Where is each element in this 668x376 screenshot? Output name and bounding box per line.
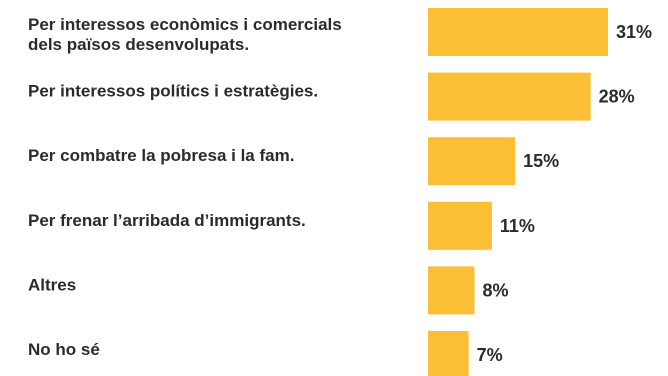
category-label-5-line-0: No ho sé — [28, 340, 100, 359]
bar-1 — [428, 72, 591, 121]
value-label-4: 8% — [482, 280, 508, 300]
bar-4 — [428, 266, 475, 315]
bar-3 — [428, 201, 492, 250]
value-label-5: 7% — [477, 345, 503, 365]
category-label-2-line-0: Per combatre la pobresa i la fam. — [28, 146, 294, 165]
category-label-4-line-0: Altres — [28, 275, 76, 294]
category-label-0-line-0: Per interessos econòmics i comercials — [28, 15, 342, 34]
category-label-5: No ho sé — [28, 340, 100, 359]
category-label-4: Altres — [28, 275, 76, 294]
value-label-2: 15% — [523, 151, 559, 171]
category-label-0: Per interessos econòmics i comercials del… — [28, 15, 342, 54]
value-label-1: 28% — [599, 87, 635, 107]
bar-5 — [428, 331, 469, 376]
category-label-3: Per frenar l’arribada d’immigrants. — [28, 211, 306, 230]
bar-0 — [428, 8, 608, 56]
bar-2 — [428, 137, 516, 186]
category-label-0-line-1: dels països desenvolupats. — [28, 35, 249, 54]
category-label-1-line-0: Per interessos polítics i estratègies. — [28, 82, 318, 101]
category-label-1: Per interessos polítics i estratègies. — [28, 82, 318, 101]
value-label-0: 31% — [616, 22, 652, 42]
category-label-3-line-0: Per frenar l’arribada d’immigrants. — [28, 211, 306, 230]
value-label-3: 11% — [500, 216, 535, 236]
category-label-2: Per combatre la pobresa i la fam. — [28, 146, 294, 165]
